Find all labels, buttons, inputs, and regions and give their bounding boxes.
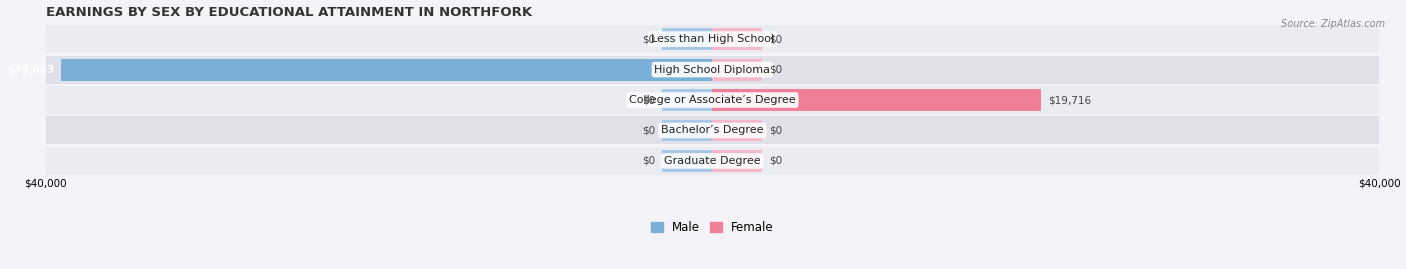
Text: EARNINGS BY SEX BY EDUCATIONAL ATTAINMENT IN NORTHFORK: EARNINGS BY SEX BY EDUCATIONAL ATTAINMEN… <box>45 6 531 19</box>
Bar <box>662 89 713 111</box>
Bar <box>713 119 762 141</box>
Text: $0: $0 <box>769 34 782 44</box>
Text: $0: $0 <box>643 156 655 166</box>
Text: College or Associate’s Degree: College or Associate’s Degree <box>628 95 796 105</box>
Bar <box>45 116 1379 144</box>
Bar <box>662 28 713 50</box>
Legend: Male, Female: Male, Female <box>647 216 779 239</box>
Text: $0: $0 <box>643 34 655 44</box>
Text: Bachelor’s Degree: Bachelor’s Degree <box>661 125 763 136</box>
Text: $0: $0 <box>769 156 782 166</box>
Bar <box>45 56 1379 84</box>
Text: $39,063: $39,063 <box>7 65 55 75</box>
Text: $0: $0 <box>769 125 782 136</box>
Text: Less than High School: Less than High School <box>651 34 773 44</box>
Bar <box>713 89 1040 111</box>
Text: High School Diploma: High School Diploma <box>654 65 770 75</box>
Bar <box>45 25 1379 53</box>
Text: $19,716: $19,716 <box>1047 95 1091 105</box>
Text: Source: ZipAtlas.com: Source: ZipAtlas.com <box>1281 19 1385 29</box>
Bar <box>713 59 762 80</box>
Bar <box>662 150 713 172</box>
Text: Graduate Degree: Graduate Degree <box>664 156 761 166</box>
Bar <box>45 86 1379 114</box>
Bar <box>45 147 1379 175</box>
Text: $0: $0 <box>769 65 782 75</box>
Bar <box>62 59 713 80</box>
Text: $0: $0 <box>643 95 655 105</box>
Bar <box>713 28 762 50</box>
Bar <box>713 150 762 172</box>
Bar <box>662 119 713 141</box>
Text: $0: $0 <box>643 125 655 136</box>
